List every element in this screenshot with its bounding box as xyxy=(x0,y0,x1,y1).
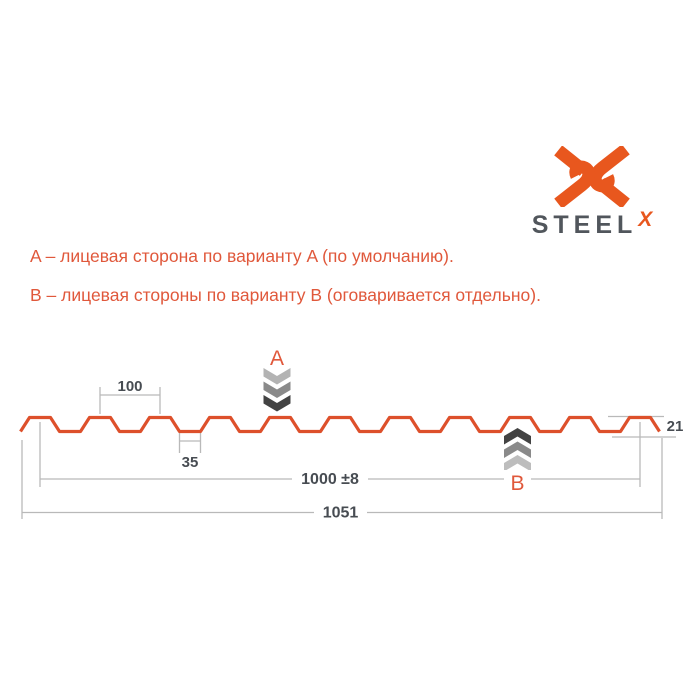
logo-hook-bottom-left xyxy=(554,160,596,207)
dim-cover-width-label: 1000 ±8 xyxy=(301,471,359,488)
chevron-a-light-icon xyxy=(263,368,291,385)
chevron-b-mid-icon xyxy=(504,441,531,458)
logo-hook-top-right xyxy=(588,146,630,193)
brand-logo: STEEL X xyxy=(512,146,672,238)
chevron-a-mid-icon xyxy=(263,381,291,398)
legend-variant-a: A – лицевая сторона по варианту A (по ум… xyxy=(30,246,454,266)
marker-a-label: A xyxy=(270,347,284,370)
chevron-b-light-icon xyxy=(504,455,531,472)
chevron-b-dark-icon xyxy=(504,428,531,445)
dim-valley-label: 35 xyxy=(182,454,199,471)
chevron-a-dark-icon xyxy=(263,395,291,412)
brand-name: STEEL xyxy=(531,211,638,239)
profile-diagram: A B 100 35 1000 ±8 1051 21 xyxy=(19,347,684,522)
marker-b-label: B xyxy=(510,472,524,495)
corrugated-sheet-profile xyxy=(19,415,661,434)
side-a-chevrons xyxy=(263,368,291,412)
dimension-lines xyxy=(21,387,676,519)
side-b-chevrons xyxy=(504,428,531,472)
brand-wordmark: STEEL X xyxy=(512,209,672,239)
marker-b-halo xyxy=(504,470,531,493)
dim-pitch-label: 100 xyxy=(117,378,142,395)
dim-height-label: 21 xyxy=(667,418,684,435)
steelx-logo-icon xyxy=(554,146,630,207)
legend-variant-b: B – лицевая стороны по варианту B (огова… xyxy=(30,285,541,305)
dim-overall-width-label: 1051 xyxy=(323,505,359,522)
brand-x-superscript: X xyxy=(638,208,653,231)
